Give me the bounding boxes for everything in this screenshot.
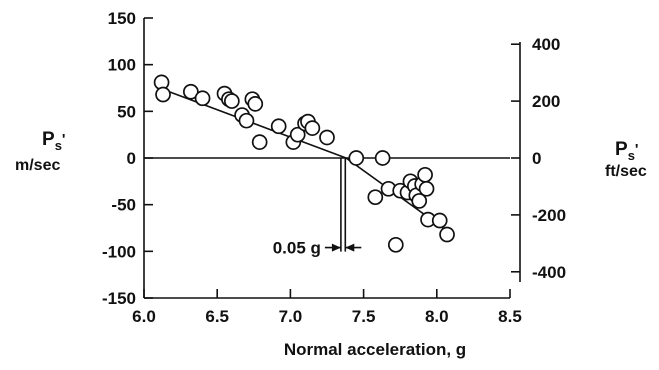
right-tick-label: 400 (532, 35, 560, 54)
data-point (418, 180, 435, 197)
right-axis-title-sub: s (628, 148, 635, 163)
data-point (289, 126, 306, 143)
x-tick-label: 7.0 (279, 307, 303, 326)
right-axis-title-main: P (615, 139, 628, 160)
left-axis-ticks: 150 100 50 0 -50 -100 -150 (102, 9, 153, 308)
x-axis-title: Normal acceleration, g (284, 340, 466, 359)
left-tick-label: -150 (102, 289, 136, 308)
x-axis-ticks: 6.0 6.5 7.0 7.5 8.0 8.5 (132, 289, 522, 326)
annotation: 0.05 g (273, 158, 362, 258)
data-point (238, 112, 255, 129)
left-tick-label: 150 (108, 9, 136, 28)
data-point (319, 129, 335, 146)
left-axis-unit: m/sec (15, 157, 60, 174)
data-point (417, 166, 433, 183)
data-point (155, 86, 171, 103)
right-axis-ticks: 400 200 0 -200 -400 (511, 35, 566, 282)
data-point (348, 150, 365, 166)
data-point (411, 193, 428, 209)
x-tick-label: 8.0 (425, 307, 449, 326)
left-tick-label: -100 (102, 242, 136, 261)
annotation-arrow-right-head (345, 243, 355, 252)
annotation-arrow-left-head (331, 243, 341, 252)
data-point (223, 93, 240, 109)
data-point (251, 134, 268, 150)
right-axis-unit: ft/sec (605, 163, 647, 180)
x-tick-label: 7.5 (352, 307, 376, 326)
data-point (247, 96, 264, 112)
left-tick-label: 50 (117, 102, 136, 121)
data-point (431, 212, 448, 229)
axes-frame (143, 18, 521, 299)
data-point (374, 150, 391, 166)
data-point (304, 120, 321, 136)
left-axis-title-prime: ' (62, 131, 66, 148)
left-tick-label: -50 (111, 196, 136, 215)
data-point (182, 83, 199, 100)
data-point (439, 226, 455, 243)
data-point (194, 90, 211, 107)
right-tick-label: -400 (532, 263, 566, 282)
data-point (367, 189, 384, 206)
right-tick-label: -200 (532, 206, 566, 225)
left-axis-title: Ps' (42, 129, 66, 153)
data-point (270, 118, 287, 135)
left-axis-title-sub: s (55, 138, 62, 153)
left-tick-label: 100 (108, 56, 136, 75)
data-point (387, 236, 404, 253)
annotation-label: 0.05 g (273, 239, 321, 258)
data-points (153, 74, 455, 253)
right-tick-label: 0 (532, 149, 541, 168)
fit-lines (161, 88, 448, 232)
left-tick-label: 0 (127, 149, 136, 168)
x-tick-label: 6.5 (205, 307, 229, 326)
right-axis-title: Ps' (615, 139, 639, 163)
left-axis-title-main: P (42, 129, 55, 150)
right-axis-title-prime: ' (635, 141, 639, 158)
x-tick-label: 8.5 (498, 307, 522, 326)
x-tick-label: 6.0 (132, 307, 156, 326)
right-tick-label: 200 (532, 92, 560, 111)
